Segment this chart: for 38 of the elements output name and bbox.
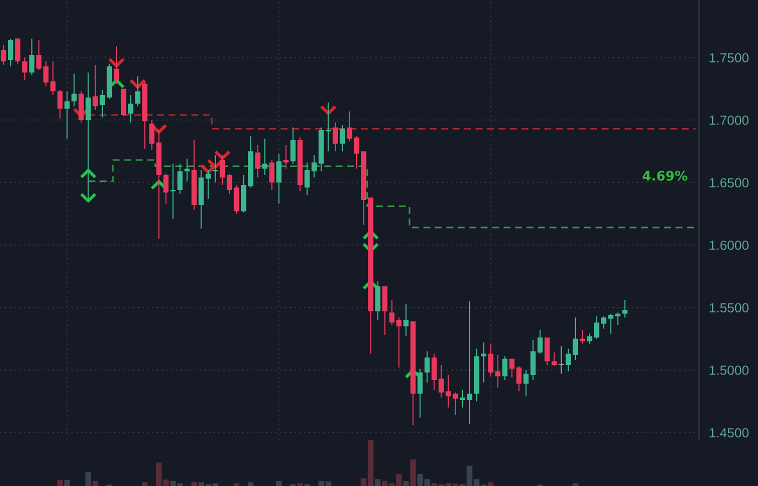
y-tick-label: 1.6500	[710, 178, 749, 188]
candlestick	[212, 155, 218, 182]
bar	[572, 483, 578, 486]
candlestick	[149, 120, 154, 150]
candlestick	[466, 301, 472, 424]
y-tick-label: 1.7000	[710, 116, 749, 125]
candlestick	[142, 81, 148, 149]
bar	[57, 480, 63, 486]
y-tick-label: 1.5500	[710, 303, 749, 312]
bar	[191, 482, 197, 486]
bar	[276, 480, 282, 486]
annotation: 4.69%	[642, 170, 688, 181]
candlestick	[22, 58, 28, 80]
bar	[297, 483, 303, 486]
bar	[410, 459, 416, 486]
bar	[142, 482, 148, 486]
y-tick-label: 1.7500	[710, 53, 749, 62]
candlestick	[170, 164, 176, 219]
candlestick	[481, 342, 486, 382]
y-tick-label: 1.6000	[710, 240, 749, 250]
bar	[234, 483, 240, 486]
bar	[64, 480, 70, 486]
candlestick	[36, 40, 42, 70]
candlestick	[552, 352, 557, 366]
bar	[403, 480, 409, 486]
candlestick	[375, 281, 380, 320]
candlestick	[255, 145, 260, 178]
bar	[374, 479, 381, 486]
bar	[92, 480, 98, 486]
y-tick-label: 1.4500	[710, 428, 749, 438]
bar	[248, 482, 254, 486]
y-tick-label: 1.5000	[710, 366, 749, 375]
bar	[488, 482, 494, 486]
bar	[85, 472, 92, 486]
candlestick	[29, 38, 34, 75]
candlestick	[558, 346, 564, 374]
candlestick	[86, 72, 91, 200]
candlestick	[262, 138, 268, 175]
